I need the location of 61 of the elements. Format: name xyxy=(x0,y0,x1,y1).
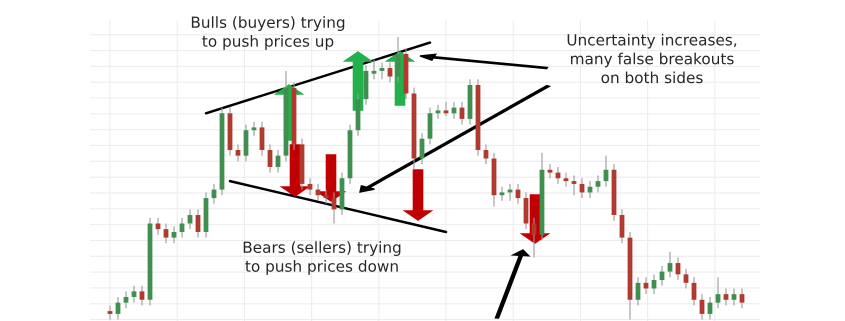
annotation: Uncertainty increases, many false breakouts on both sides xyxy=(568,34,736,84)
candlestick xyxy=(580,178,584,199)
candlestick xyxy=(388,62,392,83)
candlestick xyxy=(644,276,648,295)
candlestick xyxy=(420,132,424,165)
candlestick xyxy=(588,180,592,199)
candlestick xyxy=(308,178,312,196)
candlestick xyxy=(500,186,504,202)
candlestick xyxy=(484,144,488,165)
candlestick xyxy=(636,276,640,306)
candlestick xyxy=(332,192,336,224)
candlestick xyxy=(108,304,112,320)
candlestick xyxy=(620,208,624,244)
candlestick xyxy=(452,101,456,120)
candlestick xyxy=(556,166,560,184)
candlestick xyxy=(276,149,280,174)
candlestick xyxy=(676,256,680,281)
candlestick xyxy=(188,208,192,230)
candlestick xyxy=(212,183,216,204)
candlestick xyxy=(252,121,256,136)
candlestick xyxy=(380,62,384,80)
candlestick xyxy=(684,268,688,290)
candlestick xyxy=(708,296,712,320)
candlestick xyxy=(716,276,720,309)
candlestick xyxy=(132,285,136,304)
candlestick xyxy=(564,172,568,188)
candlestick xyxy=(596,174,600,193)
candlestick xyxy=(692,276,696,306)
candlestick xyxy=(660,265,664,286)
candlestick xyxy=(740,288,744,309)
annotation: Bears (sellers) trying to push prices down xyxy=(244,241,400,275)
candlestick xyxy=(460,101,464,126)
candlestick xyxy=(124,290,128,309)
candlestick xyxy=(732,288,736,306)
candlestick xyxy=(516,183,520,204)
annotation: Bulls (buyers) trying to push prices up xyxy=(192,16,344,50)
candlestick xyxy=(316,183,320,202)
candlestick xyxy=(724,288,728,306)
candlestick xyxy=(548,164,552,179)
candlestick xyxy=(196,208,200,238)
candlestick xyxy=(372,59,376,80)
candlestick xyxy=(604,155,608,188)
candlestick xyxy=(444,101,448,117)
candlestick xyxy=(700,294,704,320)
candlestick xyxy=(140,285,144,306)
candlestick xyxy=(396,36,400,83)
candlestick xyxy=(668,251,672,278)
candlestick xyxy=(436,104,440,120)
candlestick xyxy=(156,217,160,236)
candlestick xyxy=(572,174,576,196)
candlestick xyxy=(172,226,176,244)
candlestick xyxy=(268,144,272,174)
candlestick xyxy=(324,189,328,204)
candlestick xyxy=(180,217,184,238)
candlestick xyxy=(164,222,168,244)
candlestick xyxy=(116,296,120,320)
candlestick xyxy=(532,217,536,258)
candlestick xyxy=(236,144,240,162)
candlestick xyxy=(260,121,264,156)
candlestick xyxy=(652,274,656,295)
candlestick xyxy=(508,183,512,202)
